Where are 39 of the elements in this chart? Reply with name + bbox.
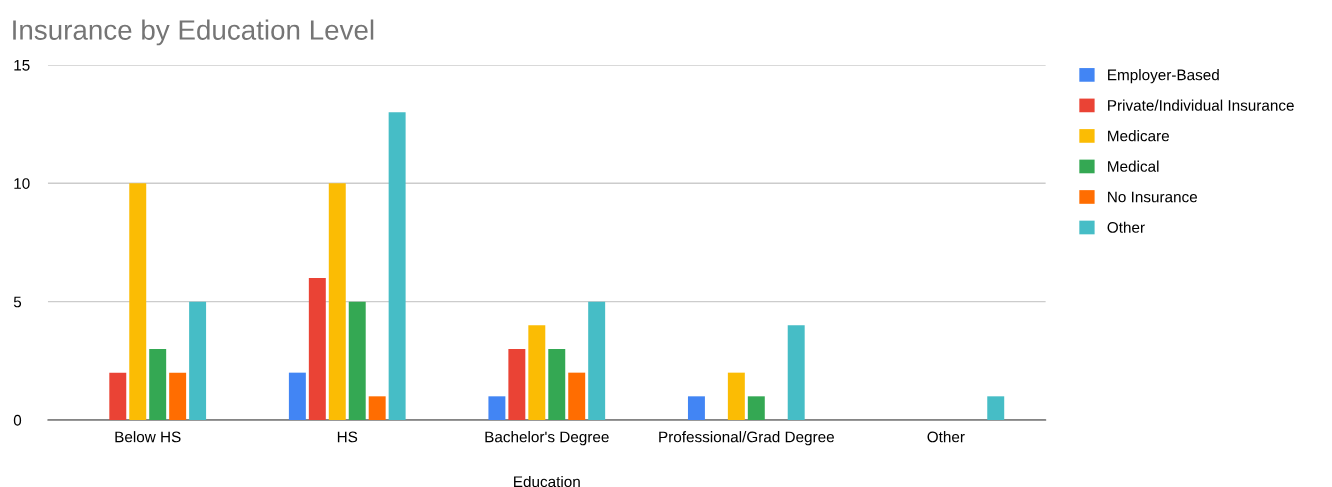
bar bbox=[488, 396, 506, 420]
bar bbox=[308, 277, 326, 420]
chart-title: Insurance by Education Level bbox=[13, 19, 374, 46]
bar bbox=[588, 301, 606, 420]
bar bbox=[727, 372, 745, 420]
x-tick-label: Other bbox=[927, 431, 965, 443]
bar bbox=[787, 325, 805, 420]
legend-label: Other bbox=[1107, 221, 1145, 233]
bar bbox=[169, 372, 187, 420]
bar bbox=[368, 396, 386, 420]
bar bbox=[109, 372, 127, 420]
bar bbox=[129, 183, 147, 420]
bar bbox=[288, 372, 306, 420]
x-tick-label: Professional/Grad Degree bbox=[659, 431, 834, 446]
bar bbox=[348, 301, 366, 420]
y-tick-label: 15 bbox=[14, 59, 30, 71]
bar bbox=[508, 348, 526, 420]
bar bbox=[548, 348, 566, 420]
bar bbox=[687, 396, 705, 420]
bar bbox=[149, 348, 167, 420]
x-tick-label: Below HS bbox=[115, 431, 181, 443]
bar bbox=[528, 325, 546, 420]
bar bbox=[747, 396, 765, 420]
bar bbox=[568, 372, 586, 420]
x-tick-label: Bachelor's Degree bbox=[485, 431, 609, 446]
bar bbox=[328, 183, 346, 420]
x-tick-label: HS bbox=[337, 431, 358, 443]
legend-label: Private/Individual Insurance bbox=[1108, 99, 1294, 111]
legend-label: Medicare bbox=[1108, 130, 1169, 142]
bar bbox=[388, 112, 406, 420]
legend-label: Medical bbox=[1108, 160, 1159, 172]
legend-label: Employer-Based bbox=[1108, 69, 1219, 84]
y-tick-label: 0 bbox=[13, 414, 22, 426]
bar bbox=[987, 396, 1005, 420]
x-axis-title: Education bbox=[514, 475, 580, 487]
legend-label: No Insurance bbox=[1108, 191, 1198, 203]
y-tick-label: 5 bbox=[13, 296, 22, 308]
y-tick-label: 10 bbox=[14, 178, 30, 189]
bar bbox=[189, 301, 207, 420]
